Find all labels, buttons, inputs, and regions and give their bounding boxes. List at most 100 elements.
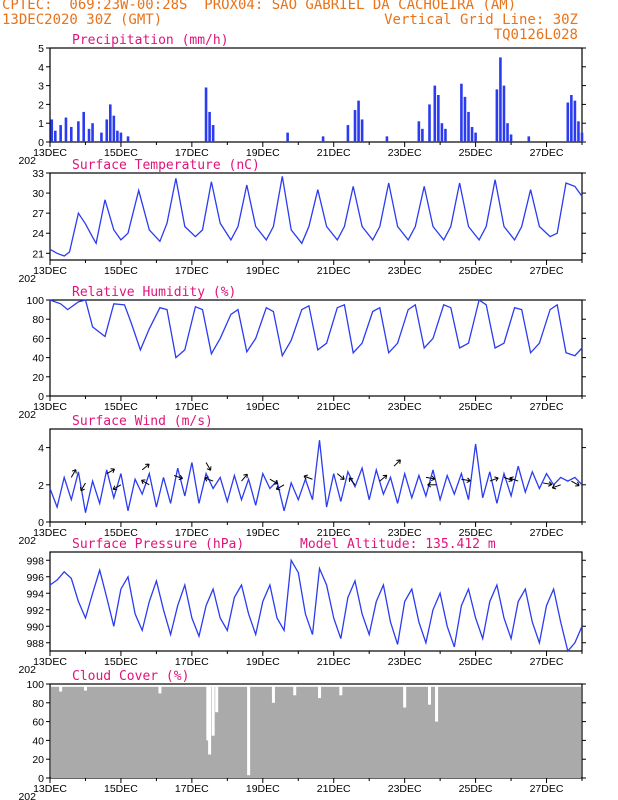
precip-bar	[421, 128, 424, 142]
precip-bar	[502, 85, 506, 142]
y-tick-label: 30	[32, 188, 44, 200]
precip-bar	[353, 110, 357, 142]
y-tick-label: 0	[38, 391, 44, 403]
precip-bar	[385, 136, 389, 142]
wind-arrow	[425, 476, 435, 480]
wind-arrow	[571, 480, 580, 487]
x-tick-label: 25DEC	[459, 147, 493, 159]
y-tick-label: 0	[38, 137, 44, 149]
x-tick-label: 21DEC	[317, 783, 351, 795]
precip-bar	[417, 121, 421, 142]
cloud-cover-dip	[59, 685, 63, 692]
panel-frame	[49, 172, 583, 261]
panel-frame	[49, 551, 583, 652]
x-tick-label: 27DEC	[530, 527, 564, 539]
x-tick-label: 13DEC	[33, 265, 67, 277]
panel-title: Relative Humidity (%)	[72, 285, 236, 300]
x-tick-label: 15DEC	[104, 401, 138, 413]
precip-bar	[321, 136, 325, 142]
cloud-cover-dip	[318, 685, 322, 699]
wind-arrow-head	[71, 469, 77, 474]
precip-bar	[570, 95, 573, 142]
precip-bar	[470, 126, 474, 142]
wind-arrow-head	[204, 476, 209, 482]
wind-arrow	[141, 463, 150, 471]
series-line	[49, 558, 583, 653]
y-tick-label: 4	[38, 62, 44, 74]
y-tick-label: 21	[32, 248, 44, 260]
wind-arrow-head	[303, 474, 308, 480]
precip-bar	[440, 123, 444, 142]
x-tick-label: 21DEC	[317, 147, 351, 159]
wind-arrow	[112, 484, 122, 490]
x-tick-label: 23DEC	[388, 783, 422, 795]
cloud-cover-dip	[427, 685, 431, 705]
wind-arrow-head	[206, 466, 212, 471]
x-tick-label: 27DEC	[530, 265, 564, 277]
precip-bar	[499, 57, 502, 142]
wind-arrow	[542, 482, 552, 485]
wind-arrow-head	[396, 459, 401, 464]
wind-arrow-head	[509, 476, 514, 482]
wind-arrow-head	[430, 475, 436, 482]
precip-bar	[211, 125, 215, 142]
y-tick-label: 0	[38, 517, 44, 529]
wind-arrow-head	[243, 473, 248, 479]
wind-arrow-head	[80, 486, 85, 492]
y-tick-label: 5	[38, 43, 44, 55]
cloud-cover-dip	[293, 685, 297, 696]
x-tick-label: 25DEC	[459, 656, 493, 668]
y-tick-label: 2	[38, 99, 44, 111]
y-tick-label: 990	[26, 621, 44, 633]
cloud-cover-dip	[208, 685, 212, 755]
header: CPTEC: 069:23W-00:28S PROX04: SAO GABRIE…	[0, 0, 618, 48]
header-model-code: TQ0126L028	[493, 27, 578, 43]
y-tick-label: 998	[26, 555, 44, 567]
precip-bar	[346, 125, 350, 142]
year-fragment-label: 202	[18, 155, 36, 167]
model-altitude-label: Model Altitude: 135.412 m	[300, 537, 496, 552]
x-tick-label: 13DEC	[33, 656, 67, 668]
precip-bar	[208, 111, 211, 142]
precip-bar	[100, 132, 103, 142]
x-tick-label: 19DEC	[246, 401, 280, 413]
x-tick-label: 17DEC	[175, 147, 209, 159]
precip-bar	[87, 128, 91, 142]
y-tick-label: 60	[32, 333, 44, 345]
x-tick-label: 27DEC	[530, 783, 564, 795]
x-tick-label: 17DEC	[175, 401, 209, 413]
panel-frame	[49, 299, 583, 397]
cloud-cover-dip	[211, 685, 215, 736]
wind-arrow-head	[494, 476, 499, 482]
x-tick-label: 21DEC	[317, 527, 351, 539]
x-tick-label: 25DEC	[459, 265, 493, 277]
precip-bar	[580, 132, 584, 142]
wind-arrow	[509, 477, 519, 482]
precip-bar	[64, 117, 68, 142]
series-line	[49, 440, 583, 513]
y-tick-label: 992	[26, 605, 44, 617]
precip-bar	[460, 83, 463, 142]
y-tick-label: 80	[32, 314, 44, 326]
x-tick-label: 23DEC	[388, 265, 422, 277]
wind-arrow	[276, 484, 285, 490]
precip-bar	[286, 132, 289, 142]
x-tick-label: 15DEC	[104, 656, 138, 668]
x-tick-label: 17DEC	[175, 527, 209, 539]
wind-arrow-head	[382, 474, 388, 480]
year-fragment-label: 202	[18, 535, 36, 547]
y-tick-label: 20	[32, 754, 44, 766]
y-tick-label: 2	[38, 480, 44, 492]
precip-bar	[59, 125, 62, 142]
x-tick-label: 23DEC	[388, 656, 422, 668]
series-line	[49, 176, 583, 257]
y-tick-label: 27	[32, 208, 44, 220]
x-tick-label: 21DEC	[317, 401, 351, 413]
y-tick-label: 1	[38, 118, 44, 130]
wind-arrow	[461, 478, 471, 482]
x-tick-label: 23DEC	[388, 401, 422, 413]
x-tick-label: 13DEC	[33, 783, 67, 795]
precip-bar	[126, 136, 130, 142]
x-tick-label: 25DEC	[459, 783, 493, 795]
